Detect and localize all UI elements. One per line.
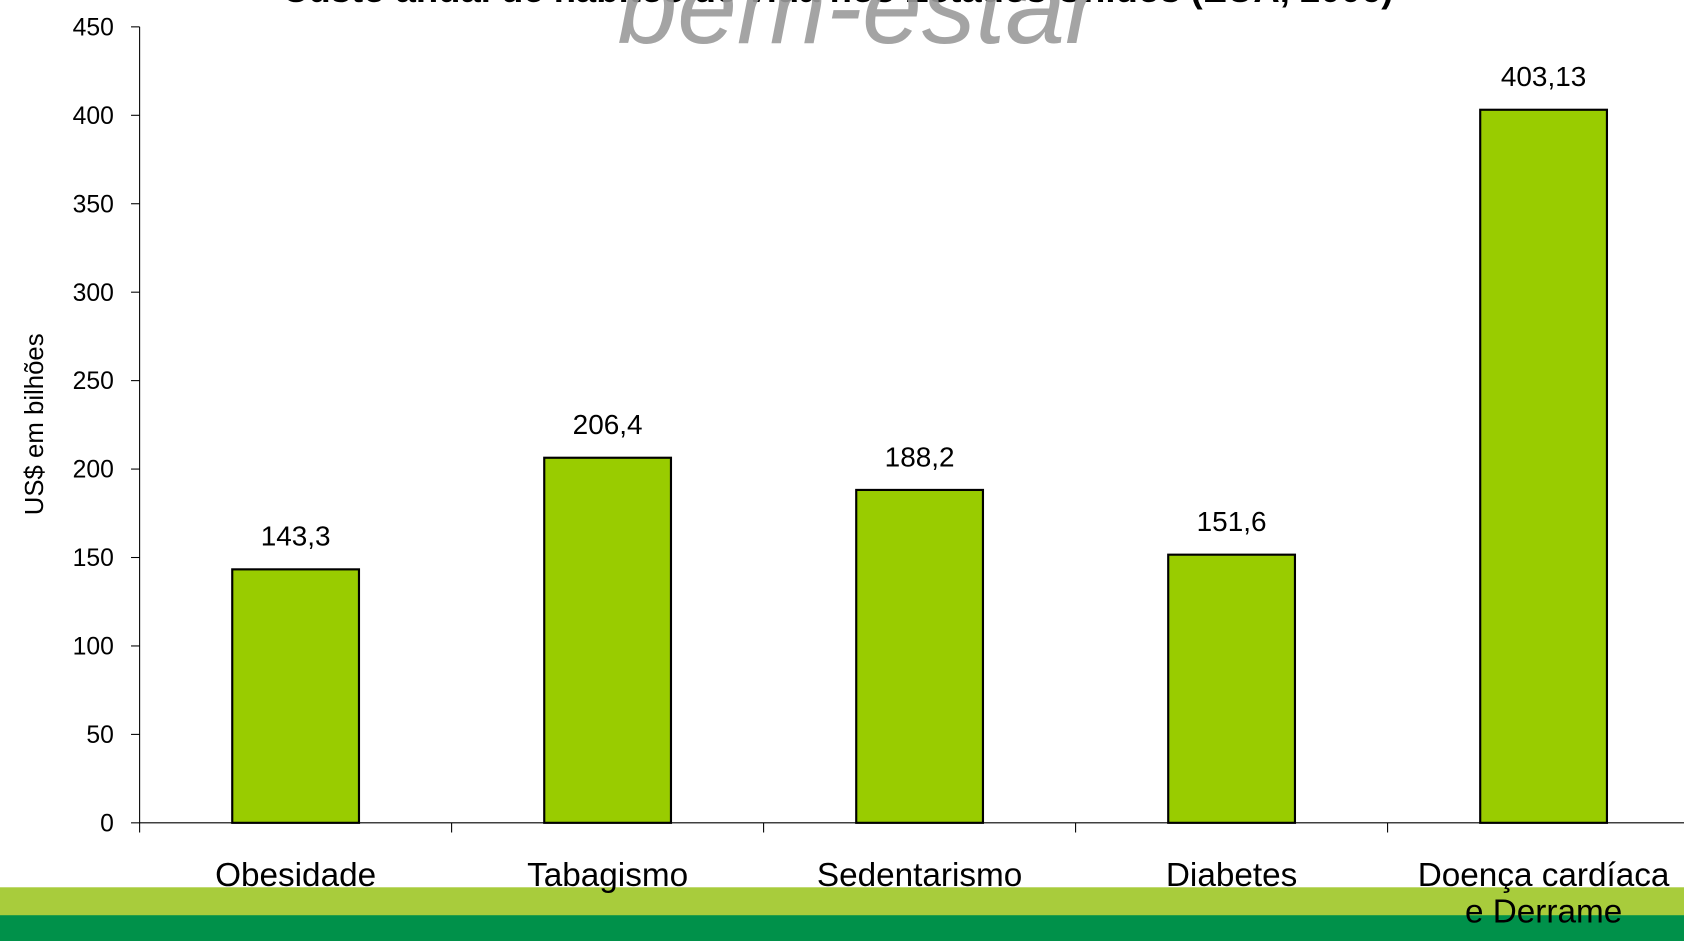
chart-title: Custo anual de hábitos de vida nos Estad… xyxy=(282,0,1393,10)
y-tick-label: 50 xyxy=(86,722,113,749)
data-label: 143,3 xyxy=(261,521,331,552)
y-axis-title: US$ em bilhões xyxy=(21,333,49,515)
data-label: 206,4 xyxy=(573,409,643,440)
y-tick-label: 0 xyxy=(100,810,114,837)
bar xyxy=(1167,553,1297,824)
bar xyxy=(1479,108,1609,824)
x-tick-label: Sedentarismo xyxy=(816,856,1023,894)
x-tick-label: Diabetes xyxy=(1165,856,1298,894)
x-tick-label: Tabagismo xyxy=(527,856,689,894)
x-tick-label: Doença cardíaca e Derrame xyxy=(1417,856,1670,931)
watermark: bem-estar xyxy=(617,0,1105,66)
light-band xyxy=(0,887,1684,918)
bar xyxy=(543,456,673,824)
x-tick-label: Obesidade xyxy=(215,856,377,894)
y-tick-label: 250 xyxy=(73,368,114,395)
data-label: 403,13 xyxy=(1501,61,1586,92)
y-tick-label: 150 xyxy=(73,545,114,572)
data-label: 151,6 xyxy=(1197,506,1267,537)
y-tick-label: 350 xyxy=(73,191,114,218)
bar xyxy=(855,488,985,824)
y-tick-label: 200 xyxy=(73,457,114,484)
y-tick-label: 300 xyxy=(73,280,114,307)
y-tick-label: 400 xyxy=(73,103,114,130)
y-tick-label: 100 xyxy=(73,634,114,661)
y-tick-label: 450 xyxy=(73,14,114,41)
bar xyxy=(231,568,361,824)
dark-band xyxy=(0,915,1684,941)
data-label: 188,2 xyxy=(885,441,955,472)
